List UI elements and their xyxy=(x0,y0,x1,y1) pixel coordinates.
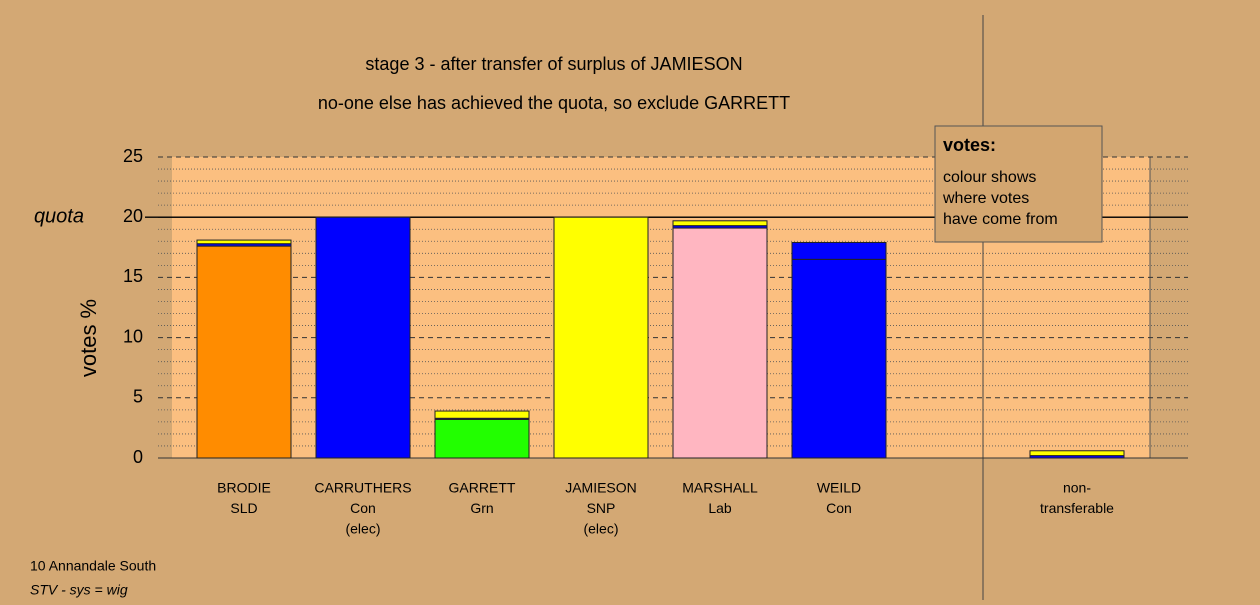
bar-segment xyxy=(1029,450,1125,457)
bar-segment xyxy=(196,245,292,459)
x-tick-label: (elec) xyxy=(583,521,618,537)
note-title: votes: xyxy=(943,135,996,155)
x-tick-label: MARSHALL xyxy=(682,480,758,496)
y-tick-label: 25 xyxy=(123,146,143,166)
footer-text: 10 Annandale South xyxy=(30,558,156,574)
note-frame xyxy=(934,125,1103,243)
x-tick-label: SLD xyxy=(230,500,257,516)
x-tick-label: Con xyxy=(826,500,852,516)
x-tick-label: transferable xyxy=(1040,500,1114,516)
x-tick-label: (elec) xyxy=(345,521,380,537)
x-tick-label: Con xyxy=(350,500,376,516)
x-tick-label: BRODIE xyxy=(217,480,271,496)
quota-label: quota xyxy=(34,205,84,227)
y-tick-label: 0 xyxy=(133,447,143,467)
y-tick-label: 15 xyxy=(123,266,143,286)
x-tick-label: GARRETT xyxy=(449,480,516,496)
y-tick-label: 10 xyxy=(123,326,143,346)
x-tick-label: CARRUTHERS xyxy=(314,480,411,496)
bar-segment xyxy=(434,418,530,459)
bar-segment xyxy=(672,220,768,227)
footer-text: STV - sys = wig xyxy=(30,582,128,598)
bar-segment xyxy=(553,216,649,459)
x-tick-label: JAMIESON xyxy=(565,480,637,496)
y-tick-label: 20 xyxy=(123,206,143,226)
y-axis-label: votes % xyxy=(76,299,101,377)
x-tick-label: SNP xyxy=(587,500,616,516)
x-tick-label: Lab xyxy=(708,500,732,516)
x-tick-label: WEILD xyxy=(817,480,861,496)
note-line: where votes xyxy=(942,190,1029,207)
x-tick-label: non- xyxy=(1063,480,1091,496)
note-line: have come from xyxy=(943,211,1058,228)
note-line: colour shows xyxy=(943,169,1036,186)
bar-segment xyxy=(791,258,887,459)
bar-segment xyxy=(196,239,292,245)
note-box: votes: colour shows where votes have come f… xyxy=(934,125,1103,243)
bar-segment xyxy=(315,216,411,459)
chart-title: stage 3 - after transfer of surplus of J… xyxy=(365,54,742,74)
bar-segment xyxy=(672,227,768,459)
y-tick-label: 5 xyxy=(133,387,143,407)
bar-segment xyxy=(791,241,887,260)
chart-subtitle: no-one else has achieved the quota, so e… xyxy=(318,93,790,113)
x-tick-label: Grn xyxy=(470,500,493,516)
bar-segment xyxy=(434,410,530,419)
